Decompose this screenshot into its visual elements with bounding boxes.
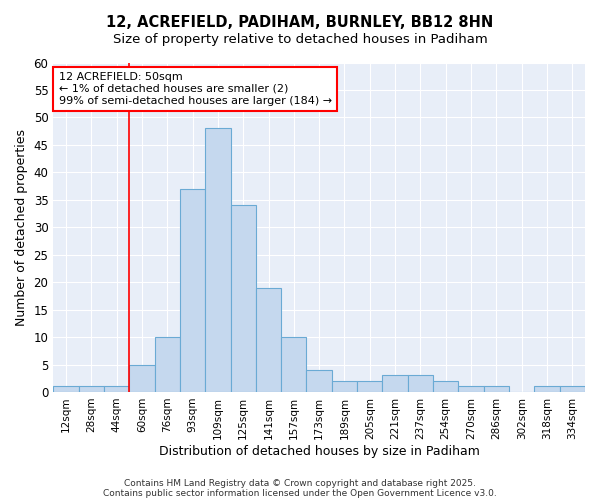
Bar xyxy=(332,381,357,392)
Bar xyxy=(79,386,104,392)
Text: 12 ACREFIELD: 50sqm
← 1% of detached houses are smaller (2)
99% of semi-detached: 12 ACREFIELD: 50sqm ← 1% of detached hou… xyxy=(59,72,332,106)
Bar xyxy=(458,386,484,392)
Bar xyxy=(205,128,230,392)
Bar xyxy=(281,337,307,392)
Bar xyxy=(535,386,560,392)
Text: Contains HM Land Registry data © Crown copyright and database right 2025.: Contains HM Land Registry data © Crown c… xyxy=(124,478,476,488)
Bar xyxy=(484,386,509,392)
Bar xyxy=(53,386,79,392)
X-axis label: Distribution of detached houses by size in Padiham: Distribution of detached houses by size … xyxy=(159,444,479,458)
Bar xyxy=(560,386,585,392)
Text: Size of property relative to detached houses in Padiham: Size of property relative to detached ho… xyxy=(113,32,487,46)
Bar xyxy=(230,206,256,392)
Bar xyxy=(382,376,408,392)
Text: 12, ACREFIELD, PADIHAM, BURNLEY, BB12 8HN: 12, ACREFIELD, PADIHAM, BURNLEY, BB12 8H… xyxy=(106,15,494,30)
Bar xyxy=(129,364,155,392)
Bar xyxy=(256,288,281,392)
Bar xyxy=(104,386,129,392)
Bar xyxy=(357,381,382,392)
Bar xyxy=(408,376,433,392)
Bar xyxy=(155,337,180,392)
Y-axis label: Number of detached properties: Number of detached properties xyxy=(15,128,28,326)
Bar xyxy=(307,370,332,392)
Bar xyxy=(180,189,205,392)
Text: Contains public sector information licensed under the Open Government Licence v3: Contains public sector information licen… xyxy=(103,488,497,498)
Bar xyxy=(433,381,458,392)
